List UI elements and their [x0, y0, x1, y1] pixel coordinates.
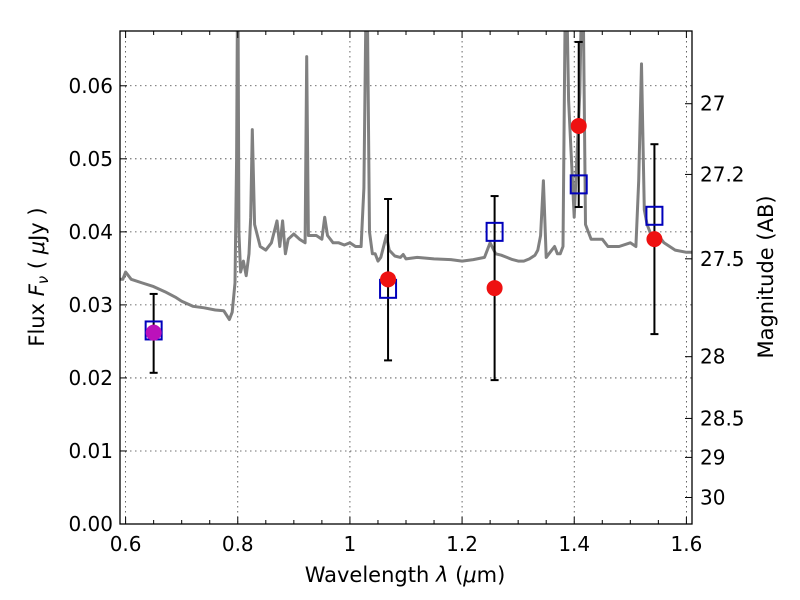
y2-tick-label: 28: [700, 345, 725, 369]
model-circle: [380, 271, 397, 288]
data-markers: [144, 117, 664, 341]
x-tick-label: 0.8: [222, 532, 254, 556]
y-axis-title: Flux Fν ( μJy ): [25, 207, 52, 346]
x-tick-label: 0.6: [110, 532, 142, 556]
y2-tick-label: 27.2: [700, 162, 745, 186]
y2-tick-label: 27.5: [700, 247, 745, 271]
y2-tick-labels: 27 27.2 27.5 28 28.5 29 30: [700, 92, 745, 510]
y-tick-label: 0.00: [68, 512, 113, 536]
model-circle: [646, 231, 663, 248]
x-tick-label: 1.2: [446, 532, 478, 556]
y-tick-label: 0.02: [68, 366, 113, 390]
y2-tick-label: 27: [700, 92, 725, 116]
y-tick-labels: 0.00 0.01 0.02 0.03 0.04 0.05 0.06: [68, 74, 113, 536]
x-tick-label: 1: [344, 532, 357, 556]
model-spectrum: [120, 31, 692, 321]
x-tick-labels: 0.6 0.8 1 1.2 1.4 1.6: [110, 532, 703, 556]
ticks: [120, 31, 692, 525]
spectrum-line: [120, 31, 692, 321]
photometry-square: [645, 205, 664, 226]
photometry-square: [569, 174, 588, 195]
model-circle: [486, 280, 503, 297]
x-axis-title: Wavelength λ (μm): [305, 563, 506, 587]
y2-tick-label: 28.5: [700, 406, 745, 430]
y2-axis-title: Magnitude (AB): [754, 195, 778, 358]
y-tick-label: 0.06: [68, 74, 113, 98]
x-tick-label: 1.4: [558, 532, 590, 556]
model-circle: [145, 324, 162, 341]
photometry-square: [485, 221, 504, 242]
y-tick-label: 0.01: [68, 439, 113, 463]
y-tick-label: 0.05: [68, 147, 113, 171]
plot-frame: [119, 30, 693, 525]
error-bars: [149, 40, 659, 382]
model-circle: [570, 117, 587, 134]
grid: [120, 31, 692, 525]
y2-tick-label: 29: [700, 445, 725, 469]
y-tick-label: 0.04: [68, 220, 113, 244]
y-tick-label: 0.03: [68, 293, 113, 317]
x-tick-label: 1.6: [670, 532, 702, 556]
y2-tick-label: 30: [700, 485, 725, 509]
